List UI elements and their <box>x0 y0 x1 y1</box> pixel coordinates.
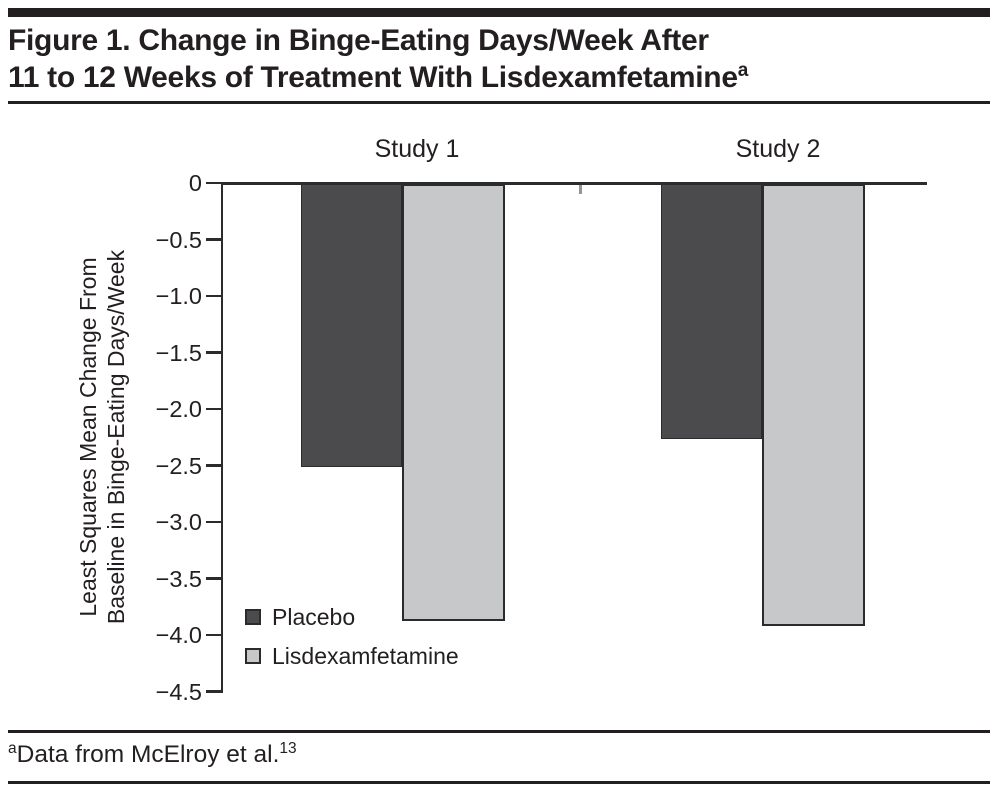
y-tick-label: −2.0 <box>155 396 202 422</box>
bar-study-2-lisdexamfetamine <box>762 183 865 627</box>
bar-study-1-lisdexamfetamine <box>402 183 505 621</box>
y-tick-mark <box>206 520 222 524</box>
y-axis-line <box>220 182 223 693</box>
y-tick-mark <box>206 181 222 185</box>
y-tick-mark <box>206 407 222 411</box>
y-tick-label: −3.5 <box>155 565 202 592</box>
y-tick-label: 0 <box>188 170 202 196</box>
footnote-text: Data from McElroy et al. <box>16 741 280 768</box>
y-tick-label: −2.5 <box>155 452 202 479</box>
legend-swatch-lisdexamfetamine <box>245 648 261 664</box>
y-tick-mark <box>206 351 222 354</box>
y-tick-mark <box>206 294 222 298</box>
category-label-study-1: Study 1 <box>374 135 460 163</box>
y-tick-label: −1.5 <box>155 339 202 366</box>
legend-item-placebo: Placebo <box>245 604 459 630</box>
legend: Placebo Lisdexamfetamine <box>245 604 459 682</box>
footnote-top-rule <box>8 730 990 733</box>
y-tick-mark <box>206 690 222 693</box>
footnote: aData from McElroy et al.13 <box>8 740 297 770</box>
legend-item-lisdexamfetamine: Lisdexamfetamine <box>245 643 459 669</box>
category-label-study-2: Study 2 <box>735 135 821 163</box>
footnote-reference: 13 <box>279 739 297 757</box>
bar-study-1-placebo <box>301 183 402 468</box>
figure-title-superscript: a <box>737 60 749 81</box>
figure-title-line2: 11 to 12 Weeks of Treatment With Lisdexa… <box>8 61 738 94</box>
y-tick-mark <box>206 577 222 580</box>
bar-study-2-placebo <box>661 183 762 439</box>
y-tick-label: −3.0 <box>155 509 202 535</box>
y-tick-label: −4.0 <box>155 622 202 648</box>
y-tick-mark <box>206 633 222 637</box>
category-divider-tick <box>579 184 582 194</box>
top-rule <box>8 8 990 17</box>
y-tick-mark <box>206 238 222 241</box>
y-tick-label: −1.0 <box>155 283 202 309</box>
footnote-bottom-rule <box>8 781 990 784</box>
figure-title-line1: Figure 1. Change in Binge-Eating Days/We… <box>8 24 709 57</box>
zero-baseline <box>220 182 927 185</box>
y-tick-label: −4.5 <box>155 678 202 705</box>
legend-label-placebo: Placebo <box>272 604 356 630</box>
footnote-superscript: a <box>8 739 17 757</box>
y-axis-label-line1: Least Squares Mean Change From <box>75 257 101 617</box>
title-divider-rule <box>8 101 990 104</box>
y-tick-mark <box>206 464 222 467</box>
legend-label-lisdexamfetamine: Lisdexamfetamine <box>272 643 459 669</box>
y-tick-label: −0.5 <box>155 226 202 253</box>
legend-swatch-placebo <box>245 609 261 625</box>
figure-title: Figure 1. Change in Binge-Eating Days/We… <box>8 22 748 96</box>
